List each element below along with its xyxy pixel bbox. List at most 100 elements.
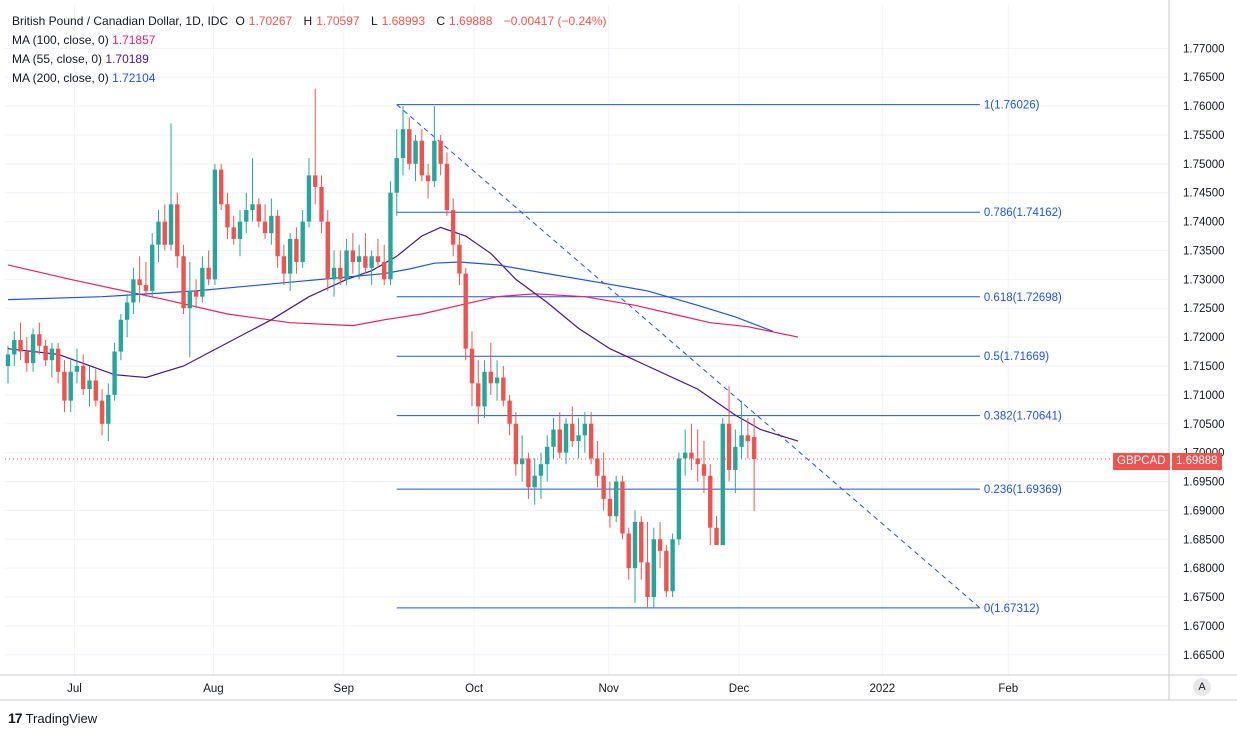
fib-level-label: 0(1.67312) xyxy=(984,603,1040,615)
candle xyxy=(212,163,218,286)
candle xyxy=(363,233,368,274)
candle xyxy=(695,429,700,482)
candle-body xyxy=(720,423,725,546)
candle xyxy=(237,210,243,257)
candle xyxy=(676,452,682,546)
candle-body xyxy=(55,348,61,372)
candle-body xyxy=(350,250,356,263)
x-tick-label: Nov xyxy=(598,683,619,695)
candle-body xyxy=(124,302,130,320)
last-price-tag: 1.69888 xyxy=(1172,453,1222,470)
candle xyxy=(419,129,425,182)
candle xyxy=(74,348,80,384)
candle-body xyxy=(18,340,23,352)
candle-body xyxy=(118,319,124,352)
y-tick-label: 1.69500 xyxy=(1183,477,1225,489)
candle-body xyxy=(106,394,111,424)
candle xyxy=(244,192,249,234)
candle xyxy=(463,267,468,361)
candle-body xyxy=(570,423,575,442)
ma200-value: 1.72104 xyxy=(112,71,156,85)
candle xyxy=(632,510,638,603)
indicator-ma100[interactable]: MA (100, close, 0) 1.71857 xyxy=(12,33,156,47)
candle-body xyxy=(670,539,675,592)
candle xyxy=(87,365,92,407)
candle-body xyxy=(269,215,274,234)
candle-body xyxy=(74,365,80,372)
candle xyxy=(425,163,431,199)
candle xyxy=(168,123,174,251)
candle-body xyxy=(37,334,42,346)
tradingview-logo-text: TradingView xyxy=(25,710,98,726)
candle xyxy=(287,233,293,291)
symbol-title[interactable]: British Pound / Canadian Dollar, 1D, IDC xyxy=(12,14,229,28)
candle-body xyxy=(588,423,594,459)
candle xyxy=(30,328,36,372)
tradingview-logo[interactable]: 17 TradingView xyxy=(8,710,97,726)
candle-body xyxy=(99,400,105,424)
candle xyxy=(175,192,180,268)
candle-body xyxy=(501,377,506,401)
candle-body xyxy=(394,158,399,193)
trend-line xyxy=(396,104,981,609)
candle xyxy=(106,383,111,442)
candle-body xyxy=(200,267,205,297)
candle-body xyxy=(344,250,349,280)
candle-body xyxy=(212,169,218,280)
candle-body xyxy=(81,365,86,390)
y-tick-label: 1.67000 xyxy=(1183,621,1225,633)
candle xyxy=(93,368,98,407)
candle-body xyxy=(676,458,682,540)
candle xyxy=(388,181,393,286)
candle xyxy=(5,345,11,384)
x-tick-label: 2022 xyxy=(870,683,896,695)
indicator-ma55[interactable]: MA (55, close, 0) 1.70189 xyxy=(12,52,149,66)
indicator-ma200[interactable]: MA (200, close, 0) 1.72104 xyxy=(12,71,156,85)
moving-average-line xyxy=(7,226,799,442)
candle-body xyxy=(582,423,588,436)
candle xyxy=(275,210,280,268)
candle xyxy=(162,204,167,251)
candle-body xyxy=(733,446,738,470)
candle-body xyxy=(413,140,418,164)
candle-body xyxy=(287,238,293,274)
candle-body xyxy=(256,204,261,222)
auto-scale-button[interactable]: A xyxy=(1193,678,1211,696)
candle xyxy=(281,244,287,286)
candle xyxy=(739,400,744,459)
candle-body xyxy=(708,475,713,528)
candle xyxy=(344,238,349,286)
candle-body xyxy=(262,221,268,234)
candle xyxy=(613,475,619,522)
candle-body xyxy=(576,435,581,442)
candle-body xyxy=(62,371,67,401)
candle-body xyxy=(657,539,663,551)
candle-body xyxy=(30,334,36,364)
candle-body xyxy=(507,400,512,424)
candle xyxy=(545,435,550,482)
candle-body xyxy=(425,175,431,182)
candle-body xyxy=(438,140,443,164)
candle xyxy=(551,417,556,459)
candle xyxy=(262,204,268,239)
candle xyxy=(99,389,105,436)
candle xyxy=(338,250,343,286)
candle-body xyxy=(150,244,155,291)
candle xyxy=(112,342,117,401)
candle xyxy=(457,233,462,286)
candle xyxy=(156,210,161,263)
candle-body xyxy=(450,210,456,245)
candle-body xyxy=(463,273,468,349)
ma100-value: 1.71857 xyxy=(112,33,156,47)
y-tick-label: 1.75500 xyxy=(1183,130,1225,142)
candle-body xyxy=(331,267,337,280)
candle-body xyxy=(388,192,393,280)
candle-body xyxy=(206,267,211,280)
candle xyxy=(369,250,374,286)
candle xyxy=(432,106,437,187)
y-tick-label: 1.71500 xyxy=(1183,361,1225,373)
candle-body xyxy=(482,371,487,407)
candle-body xyxy=(645,562,650,598)
candle-body xyxy=(93,380,98,401)
